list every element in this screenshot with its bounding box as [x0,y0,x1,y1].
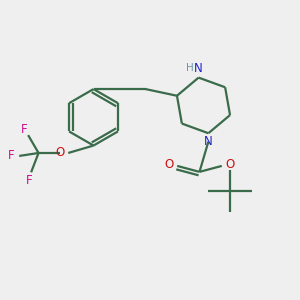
Text: N: N [204,135,213,148]
Text: O: O [226,158,235,171]
Text: N: N [194,61,203,75]
Text: F: F [26,174,33,187]
Text: F: F [8,149,14,162]
Text: O: O [164,158,173,171]
Text: F: F [21,123,28,136]
Text: H: H [186,63,194,73]
Text: O: O [55,146,64,160]
